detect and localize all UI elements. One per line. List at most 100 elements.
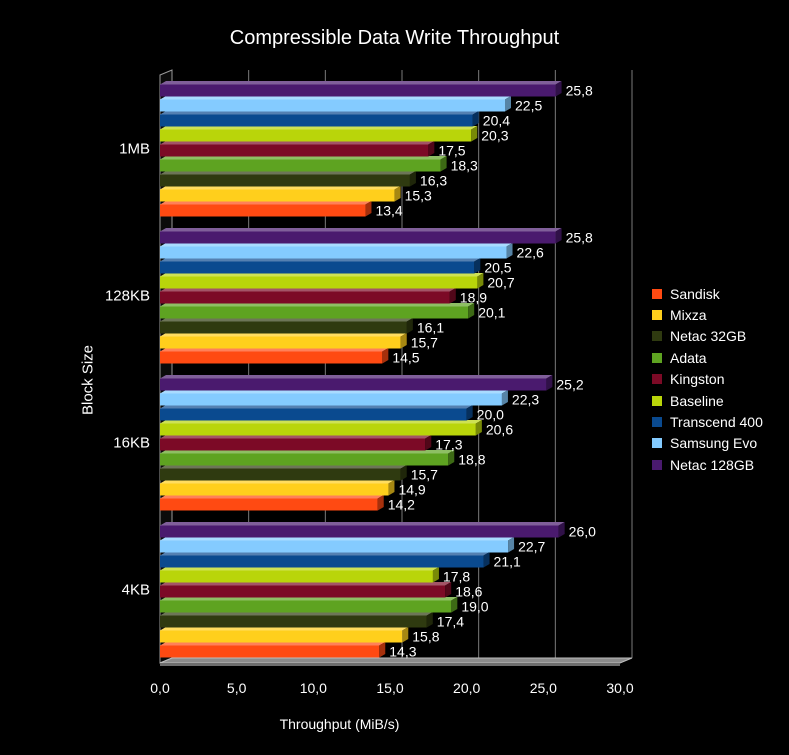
bar: [160, 258, 481, 274]
x-tick-label: 10,0: [300, 680, 327, 696]
data-label: 19,0: [461, 599, 488, 615]
bar: [160, 126, 478, 142]
legend-swatch: [652, 331, 662, 342]
data-label: 22,5: [515, 98, 542, 114]
data-label: 17,4: [437, 614, 464, 630]
data-label: 21,1: [494, 554, 521, 570]
category-label: 4KB: [122, 582, 150, 599]
x-tick-label: 0,0: [150, 680, 170, 696]
data-label: 25,8: [566, 83, 593, 99]
data-label: 22,6: [517, 245, 544, 261]
data-label: 14,5: [392, 350, 419, 366]
bar: [160, 318, 413, 334]
legend-label: Transcend 400: [670, 414, 763, 431]
legend-item: Adata: [652, 347, 763, 368]
legend-swatch: [652, 288, 662, 299]
data-label: 15,8: [412, 629, 439, 645]
bar: [160, 156, 447, 172]
legend-swatch: [652, 374, 662, 385]
data-label: 18,6: [455, 584, 482, 600]
bar: [160, 642, 386, 658]
x-axis-label: Throughput (MiB/s): [279, 716, 400, 732]
legend-label: Sandisk: [670, 285, 720, 302]
data-label: 20,3: [481, 128, 508, 144]
data-label: 14,3: [389, 644, 416, 660]
category-label: 128KB: [105, 288, 150, 305]
data-label: 20,0: [477, 407, 504, 423]
bar: [160, 273, 484, 289]
x-tick-label: 5,0: [227, 680, 247, 696]
legend-label: Netac 128GB: [670, 456, 755, 473]
data-label: 20,1: [478, 305, 505, 321]
legend-label: Netac 32GB: [670, 328, 747, 345]
axis-floor-edge: [160, 663, 620, 666]
data-label: 26,0: [569, 524, 596, 540]
x-tick-label: 25,0: [530, 680, 557, 696]
bar: [160, 186, 401, 202]
bar: [160, 450, 455, 466]
data-label: 17,5: [438, 143, 465, 159]
bars: [160, 81, 565, 658]
bar: [160, 348, 389, 364]
bar: [160, 522, 565, 538]
data-label: 13,4: [375, 203, 402, 219]
bar: [160, 480, 395, 496]
bar: [160, 567, 439, 583]
legend-swatch: [652, 438, 662, 449]
bar: [160, 495, 384, 511]
data-label: 18,8: [458, 452, 485, 468]
data-label: 14,9: [398, 482, 425, 498]
legend-item: Mixza: [652, 304, 763, 325]
data-label: 16,1: [417, 320, 444, 336]
data-label: 20,5: [484, 260, 511, 276]
data-label: 15,7: [411, 335, 438, 351]
legend-label: Kingston: [670, 371, 725, 388]
x-tick-label: 30,0: [606, 680, 633, 696]
bar: [160, 243, 513, 259]
data-label: 17,3: [435, 437, 462, 453]
data-label: 14,2: [388, 497, 415, 513]
bar: [160, 597, 458, 613]
data-label: 25,8: [566, 230, 593, 246]
legend: Sandisk Mixza Netac 32GB Adata Kingston Basel…: [652, 283, 763, 476]
bar: [160, 201, 372, 217]
data-label: 15,7: [411, 467, 438, 483]
legend-item: Netac 32GB: [652, 326, 763, 347]
legend-swatch: [652, 310, 662, 321]
data-label: 25,2: [556, 377, 583, 393]
data-label: 20,4: [483, 113, 510, 129]
data-label: 20,6: [486, 422, 513, 438]
bar: [160, 81, 562, 97]
x-tick-label: 15,0: [376, 680, 403, 696]
bar: [160, 420, 482, 436]
bar: [160, 552, 490, 568]
legend-item: Transcend 400: [652, 411, 763, 432]
bar: [160, 612, 433, 628]
bar: [160, 171, 416, 187]
legend-swatch: [652, 352, 662, 363]
legend-item: Sandisk: [652, 283, 763, 304]
data-labels: 13,415,316,318,317,5 20,320,4 22,5 25,8 14,5…: [375, 83, 596, 660]
bar: [160, 111, 479, 127]
legend-item: Baseline: [652, 390, 763, 411]
bar: [160, 582, 452, 598]
legend-swatch: [652, 459, 662, 470]
data-label: 18,3: [451, 158, 478, 174]
data-label: 17,8: [443, 569, 470, 585]
bar: [160, 228, 562, 244]
bar: [160, 435, 432, 451]
data-label: 22,7: [518, 539, 545, 555]
legend-swatch: [652, 395, 662, 406]
legend-label: Samsung Evo: [670, 435, 758, 452]
bar: [160, 627, 409, 643]
bar: [160, 141, 435, 157]
bar: [160, 390, 508, 406]
legend-item: Kingston: [652, 369, 763, 390]
bar: [160, 465, 407, 481]
bar: [160, 333, 407, 349]
bar: [160, 303, 475, 319]
chart-title: Compressible Data Write Throughput: [229, 27, 560, 49]
x-tick-label: 20,0: [453, 680, 480, 696]
data-label: 20,7: [487, 275, 514, 291]
